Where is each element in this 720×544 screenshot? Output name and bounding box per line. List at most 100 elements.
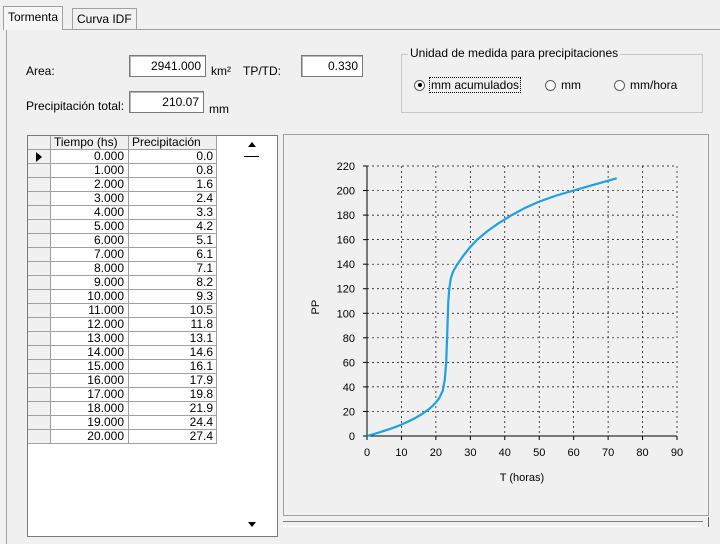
table-row[interactable]: 14.000 14.6 — [28, 346, 217, 360]
table-row[interactable]: 8.000 7.1 — [28, 262, 217, 276]
row-indicator[interactable] — [28, 276, 51, 290]
cell-tiempo[interactable]: 12.000 — [51, 318, 129, 332]
table-row[interactable]: 16.000 17.9 — [28, 374, 217, 388]
table-row[interactable]: 4.000 3.3 — [28, 206, 217, 220]
row-indicator[interactable] — [28, 164, 51, 178]
cell-precipitacion[interactable]: 0.0 — [129, 150, 217, 164]
table-row[interactable]: 13.000 13.1 — [28, 332, 217, 346]
cell-tiempo[interactable]: 10.000 — [51, 290, 129, 304]
row-indicator[interactable] — [28, 388, 51, 402]
scroll-down-button[interactable] — [243, 516, 260, 533]
row-indicator[interactable] — [28, 206, 51, 220]
horizontal-slider-track[interactable] — [283, 521, 703, 527]
row-indicator[interactable] — [28, 248, 51, 262]
cell-precipitacion[interactable]: 19.8 — [129, 388, 217, 402]
table-row[interactable]: 1.000 0.8 — [28, 164, 217, 178]
cell-precipitacion[interactable]: 14.6 — [129, 346, 217, 360]
cell-tiempo[interactable]: 19.000 — [51, 416, 129, 430]
table-row[interactable]: 20.000 27.4 — [28, 430, 217, 444]
row-indicator[interactable] — [28, 150, 51, 164]
cell-precipitacion[interactable]: 10.5 — [129, 304, 217, 318]
cell-tiempo[interactable]: 18.000 — [51, 402, 129, 416]
cell-precipitacion[interactable]: 6.1 — [129, 248, 217, 262]
cell-precipitacion[interactable]: 11.8 — [129, 318, 217, 332]
cell-precipitacion[interactable]: 0.8 — [129, 164, 217, 178]
cell-precipitacion[interactable]: 24.4 — [129, 416, 217, 430]
table-row[interactable]: 18.000 21.9 — [28, 402, 217, 416]
cell-tiempo[interactable]: 4.000 — [51, 206, 129, 220]
cell-precipitacion[interactable]: 16.1 — [129, 360, 217, 374]
cell-precipitacion[interactable]: 1.6 — [129, 178, 217, 192]
row-indicator[interactable] — [28, 346, 51, 360]
table-row[interactable]: 9.000 8.2 — [28, 276, 217, 290]
cell-tiempo[interactable]: 3.000 — [51, 192, 129, 206]
cell-tiempo[interactable]: 5.000 — [51, 220, 129, 234]
cell-precipitacion[interactable]: 9.3 — [129, 290, 217, 304]
cell-precipitacion[interactable]: 21.9 — [129, 402, 217, 416]
tptd-field[interactable]: 0.330 — [301, 55, 363, 77]
table-row[interactable]: 15.000 16.1 — [28, 360, 217, 374]
tab-tormenta[interactable]: Tormenta — [3, 6, 64, 30]
radio-mm[interactable]: mm — [545, 78, 581, 92]
cell-precipitacion[interactable]: 27.4 — [129, 430, 217, 444]
scroll-up-button[interactable] — [243, 136, 260, 153]
table-row[interactable]: 0.000 0.0 — [28, 150, 217, 164]
row-indicator[interactable] — [28, 178, 51, 192]
cell-tiempo[interactable]: 1.000 — [51, 164, 129, 178]
cell-precipitacion[interactable]: 8.2 — [129, 276, 217, 290]
cell-tiempo[interactable]: 8.000 — [51, 262, 129, 276]
table-row[interactable]: 5.000 4.2 — [28, 220, 217, 234]
table-row[interactable]: 12.000 11.8 — [28, 318, 217, 332]
cell-precipitacion[interactable]: 2.4 — [129, 192, 217, 206]
table-scrollbar[interactable] — [243, 136, 261, 533]
row-indicator[interactable] — [28, 220, 51, 234]
cell-tiempo[interactable]: 13.000 — [51, 332, 129, 346]
table-row[interactable]: 19.000 24.4 — [28, 416, 217, 430]
cell-tiempo[interactable]: 7.000 — [51, 248, 129, 262]
cell-tiempo[interactable]: 16.000 — [51, 374, 129, 388]
precipitation-table[interactable]: Tiempo (hs) Precipitación 0.000 0.0 1.000 0… — [27, 135, 278, 537]
table-row[interactable]: 11.000 10.5 — [28, 304, 217, 318]
row-indicator[interactable] — [28, 360, 51, 374]
row-indicator[interactable] — [28, 304, 51, 318]
cell-precipitacion[interactable]: 13.1 — [129, 332, 217, 346]
table-row[interactable]: 6.000 5.1 — [28, 234, 217, 248]
cell-precipitacion[interactable]: 7.1 — [129, 262, 217, 276]
table-row[interactable]: 3.000 2.4 — [28, 192, 217, 206]
radio-mm-acumulados[interactable]: mm acumulados — [414, 77, 522, 93]
cell-tiempo[interactable]: 11.000 — [51, 304, 129, 318]
cell-tiempo[interactable]: 15.000 — [51, 360, 129, 374]
cell-tiempo[interactable]: 20.000 — [51, 430, 129, 444]
cell-tiempo[interactable]: 17.000 — [51, 388, 129, 402]
radio-mm-hora[interactable]: mm/hora — [614, 78, 677, 92]
row-indicator[interactable] — [28, 332, 51, 346]
cell-precipitacion[interactable]: 5.1 — [129, 234, 217, 248]
row-indicator[interactable] — [28, 234, 51, 248]
scroll-thumb[interactable] — [244, 156, 259, 165]
cell-tiempo[interactable]: 2.000 — [51, 178, 129, 192]
cell-tiempo[interactable]: 9.000 — [51, 276, 129, 290]
cell-precipitacion[interactable]: 4.2 — [129, 220, 217, 234]
row-indicator[interactable] — [28, 262, 51, 276]
tab-curva-idf[interactable]: Curva IDF — [72, 8, 137, 29]
table-row[interactable]: 7.000 6.1 — [28, 248, 217, 262]
table-row[interactable]: 17.000 19.8 — [28, 388, 217, 402]
cell-tiempo[interactable]: 0.000 — [51, 150, 129, 164]
cell-precipitacion[interactable]: 17.9 — [129, 374, 217, 388]
table-row[interactable]: 10.000 9.3 — [28, 290, 217, 304]
area-field[interactable]: 2941.000 — [129, 55, 206, 77]
cell-precipitacion[interactable]: 3.3 — [129, 206, 217, 220]
column-header-precipitacion[interactable]: Precipitación — [129, 136, 217, 150]
precip-total-field[interactable]: 210.07 — [129, 91, 204, 113]
row-indicator[interactable] — [28, 318, 51, 332]
cell-tiempo[interactable]: 14.000 — [51, 346, 129, 360]
row-indicator[interactable] — [28, 402, 51, 416]
row-indicator[interactable] — [28, 374, 51, 388]
row-indicator[interactable] — [28, 430, 51, 444]
table-row[interactable]: 2.000 1.6 — [28, 178, 217, 192]
row-indicator[interactable] — [28, 416, 51, 430]
column-header-tiempo[interactable]: Tiempo (hs) — [51, 136, 129, 150]
row-indicator[interactable] — [28, 290, 51, 304]
cell-tiempo[interactable]: 6.000 — [51, 234, 129, 248]
row-indicator[interactable] — [28, 192, 51, 206]
